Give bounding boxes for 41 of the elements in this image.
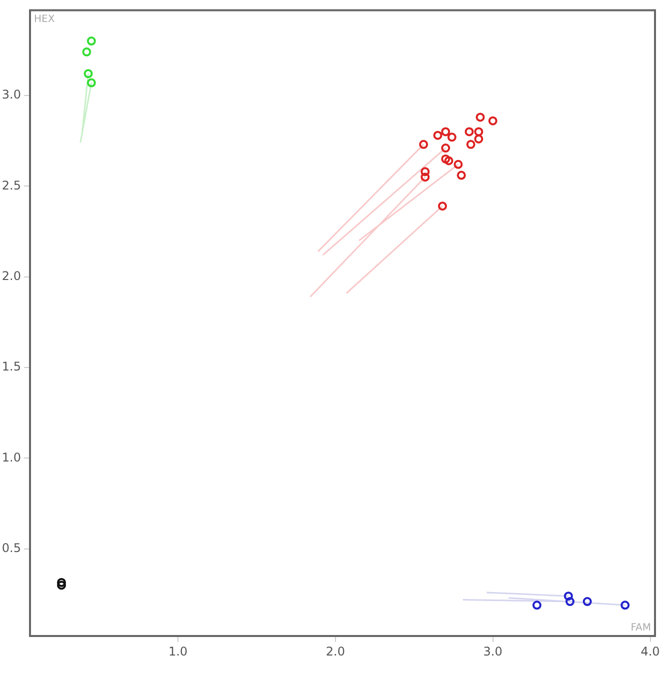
x-tick-label: 3.0 [483, 644, 502, 658]
point [82, 47, 92, 56]
point [454, 160, 463, 169]
x-tick-label: 4.0 [640, 644, 660, 658]
point [532, 600, 542, 610]
point [56, 578, 66, 587]
point [474, 134, 484, 144]
y-tick-label: 3.0 [2, 88, 21, 102]
x-axis-title: FAM [630, 622, 651, 634]
point [419, 140, 428, 149]
point [56, 580, 66, 590]
point [420, 172, 430, 182]
point [620, 600, 630, 610]
point [433, 130, 442, 140]
point [447, 132, 456, 142]
y-tick-label: 1.5 [2, 360, 21, 374]
point [441, 154, 450, 164]
y-tick-label: 0.5 [2, 541, 21, 556]
point [84, 69, 93, 78]
point [441, 127, 450, 136]
point [474, 127, 484, 136]
y-tick-label: 2.0 [2, 268, 21, 283]
point [466, 140, 476, 149]
y-axis-title: HEX [34, 14, 55, 25]
point [441, 144, 450, 153]
y-tick-label: 1.0 [2, 450, 21, 464]
point [438, 202, 447, 211]
point [456, 170, 466, 180]
x-tick-label: 1.0 [168, 644, 188, 658]
point [565, 597, 574, 606]
point [564, 592, 573, 601]
point [420, 167, 430, 176]
x-tick-label: 2.0 [326, 644, 345, 658]
point [476, 112, 485, 122]
point [86, 78, 96, 88]
point [464, 127, 474, 136]
point [582, 597, 592, 606]
point [488, 116, 498, 126]
point [86, 36, 96, 46]
y-tick-label: 2.5 [2, 178, 21, 192]
point [444, 156, 454, 166]
